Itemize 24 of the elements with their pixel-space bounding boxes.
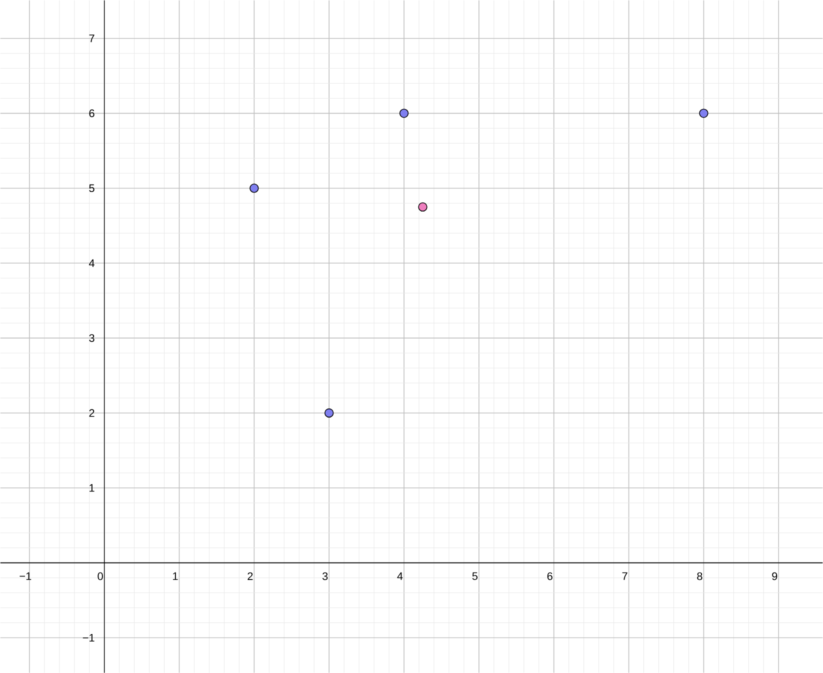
x-tick-label: 1 [173, 572, 178, 580]
point [324, 408, 334, 418]
y-tick-label: 2 [89, 409, 94, 417]
x-tick-label: 0 [98, 572, 103, 580]
point [418, 202, 428, 212]
point [399, 108, 409, 118]
y-tick-label: 7 [89, 34, 94, 42]
y-tick-label: 3 [89, 334, 94, 342]
x-tick-label: −1 [20, 572, 32, 580]
x-tick-label: 9 [772, 572, 778, 580]
x-tick-label: 5 [472, 572, 478, 580]
x-tick-label: 8 [697, 572, 702, 580]
x-tick-label: 3 [322, 572, 328, 580]
x-tick-label: 7 [622, 572, 628, 580]
x-tick-label: 6 [547, 572, 552, 580]
y-tick-label: 6 [89, 109, 94, 118]
y-tick-label: −1 [82, 634, 94, 642]
y-tick-label: 4 [88, 259, 94, 267]
y-tick-label: 1 [90, 484, 94, 492]
x-tick-label: 2 [248, 572, 253, 580]
x-tick-label: 4 [397, 572, 403, 580]
y-tick-label: 5 [89, 184, 94, 192]
point [699, 108, 708, 118]
point [250, 184, 259, 193]
